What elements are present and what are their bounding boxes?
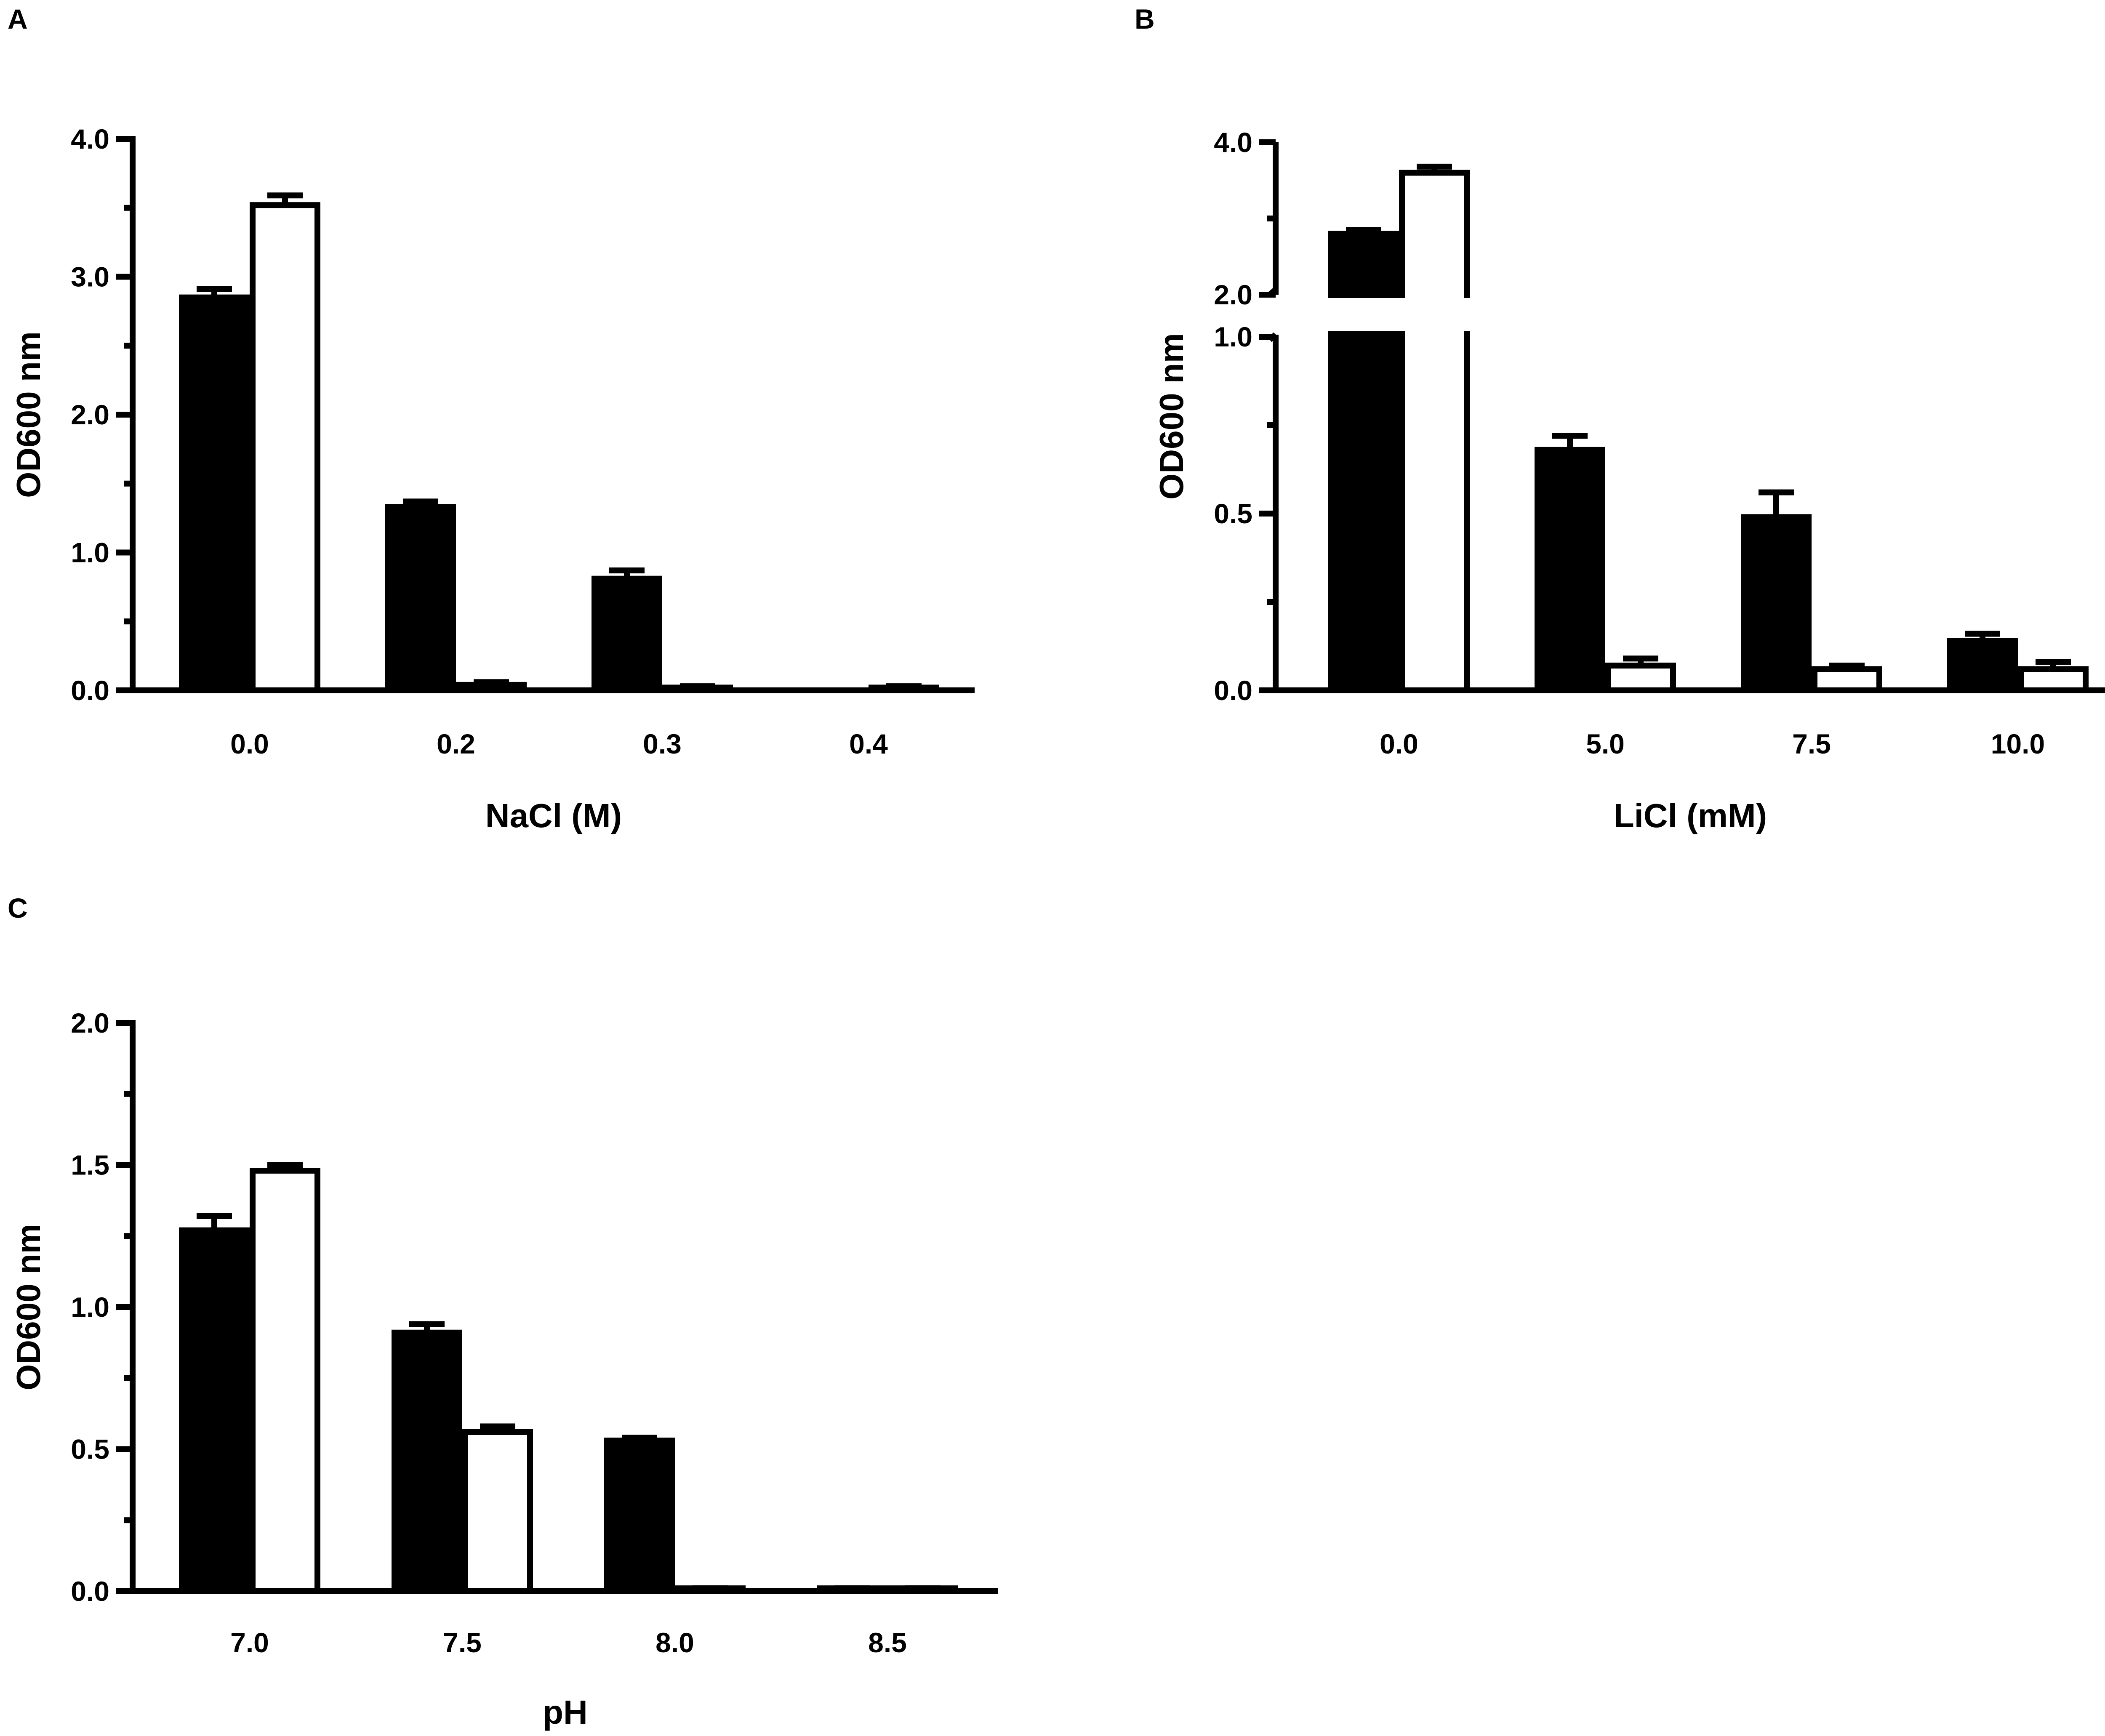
panel-a-y-tick-label-2: 2.0	[71, 399, 109, 430]
panel-b-x-tick-label-3: 10.0	[1991, 728, 2045, 759]
panel-b-axis-break-gap	[1250, 298, 2105, 331]
panel-c: C 0.0 0.5 1.0 1.5 2.0 7.0 7.5 8.0 8.5 pH OD600 nm	[8, 892, 998, 1731]
panel-label-a: A	[8, 3, 28, 35]
panel-c-y-tick-label-1: 0.5	[71, 1434, 109, 1465]
panel-a-y-axis-label: OD600 nm	[10, 331, 47, 498]
panel-c-bar-filled-1	[392, 1329, 462, 1594]
panel-b-x-tick-label-1: 5.0	[1586, 728, 1625, 759]
panel-b-y-tick-label-4: 4.0	[1214, 127, 1252, 158]
panel-b: B 0.0 0.5 1.0 2.0 4.0 0.0 5.0 7.5 10.0 LiCl (mM) O…	[1135, 3, 2105, 834]
panel-c-bar-filled-0	[179, 1227, 250, 1594]
panel-b-bar-open-0	[1399, 170, 1470, 693]
panel-a-bar-open-0	[250, 202, 320, 694]
panel-a-y-tick-label-0: 0.0	[71, 675, 109, 706]
panel-c-bar-filled-2	[604, 1438, 675, 1594]
chart-c: 0.0 0.5 1.0 1.5 2.0 7.0 7.5 8.0 8.5 pH OD600 nm	[10, 1007, 998, 1731]
panel-c-y-tick-label-3: 1.5	[71, 1150, 109, 1181]
panel-a-x-tick-label-2: 0.3	[643, 728, 682, 759]
panel-a-x-axis-label: NaCl (M)	[485, 797, 622, 834]
panel-b-bar-filled-1	[1535, 447, 1605, 694]
panel-c-y-tick-label-2: 1.0	[71, 1291, 109, 1323]
panel-a: A 0.0 1.0 2.0 3.0 4.0 0.0 0.2 0.3 0.4 NaCl (M) OD6…	[8, 3, 975, 834]
panel-a-y-tick-label-1: 1.0	[71, 537, 109, 568]
panel-b-bar-open-3	[2018, 666, 2089, 693]
panel-a-x-tick-label-3: 0.4	[849, 728, 888, 759]
panel-b-bar-open-1	[1605, 663, 1676, 693]
panel-a-x-tick-label-0: 0.0	[230, 728, 269, 759]
panel-b-x-tick-label-2: 7.5	[1792, 728, 1831, 759]
panel-b-bar-filled-2	[1741, 514, 1812, 694]
panel-c-y-axis-label: OD600 nm	[10, 1224, 47, 1390]
panel-c-x-tick-label-1: 7.5	[443, 1627, 482, 1658]
panel-a-bar-filled-2	[592, 575, 662, 693]
panel-b-y-axis-label: OD600 nm	[1153, 333, 1190, 500]
panel-a-x-tick-label-1: 0.2	[437, 728, 475, 759]
panel-c-y-tick-label-0: 0.0	[71, 1576, 109, 1607]
panel-label-c: C	[8, 892, 28, 924]
panel-b-y-tick-label-0: 0.0	[1214, 675, 1252, 706]
panel-b-bar-filled-3	[1947, 638, 2018, 694]
panel-c-bar-open-0	[250, 1168, 320, 1594]
panel-c-y-tick-label-4: 2.0	[71, 1007, 109, 1038]
chart-a: 0.0 1.0 2.0 3.0 4.0 0.0 0.2 0.3 0.4 NaCl (M) OD600…	[10, 123, 975, 834]
panel-a-bar-filled-0	[179, 294, 250, 693]
panel-a-y-tick-label-3: 3.0	[71, 261, 109, 293]
panel-b-x-tick-label-0: 0.0	[1380, 728, 1418, 759]
panel-c-x-tick-label-0: 7.0	[230, 1627, 269, 1658]
panel-b-x-axis-label: LiCl (mM)	[1614, 797, 1767, 834]
panel-b-y-tick-label-2: 1.0	[1214, 321, 1252, 352]
panel-c-x-tick-label-2: 8.0	[655, 1627, 694, 1658]
panel-b-y-tick-label-1: 0.5	[1214, 498, 1252, 529]
panel-c-bar-open-1	[462, 1429, 533, 1594]
panel-label-b: B	[1135, 3, 1155, 35]
chart-b: 0.0 0.5 1.0 2.0 4.0 0.0 5.0 7.5 10.0 LiCl (mM) OD6…	[1153, 127, 2105, 834]
panel-c-x-tick-label-3: 8.5	[868, 1627, 907, 1658]
panel-b-bar-open-2	[1812, 666, 1882, 693]
panel-a-bar-filled-1	[385, 504, 456, 694]
panel-c-x-axis-label: pH	[543, 1693, 588, 1731]
panel-b-y-tick-label-3: 2.0	[1214, 279, 1252, 310]
panel-a-y-tick-label-4: 4.0	[71, 123, 109, 154]
